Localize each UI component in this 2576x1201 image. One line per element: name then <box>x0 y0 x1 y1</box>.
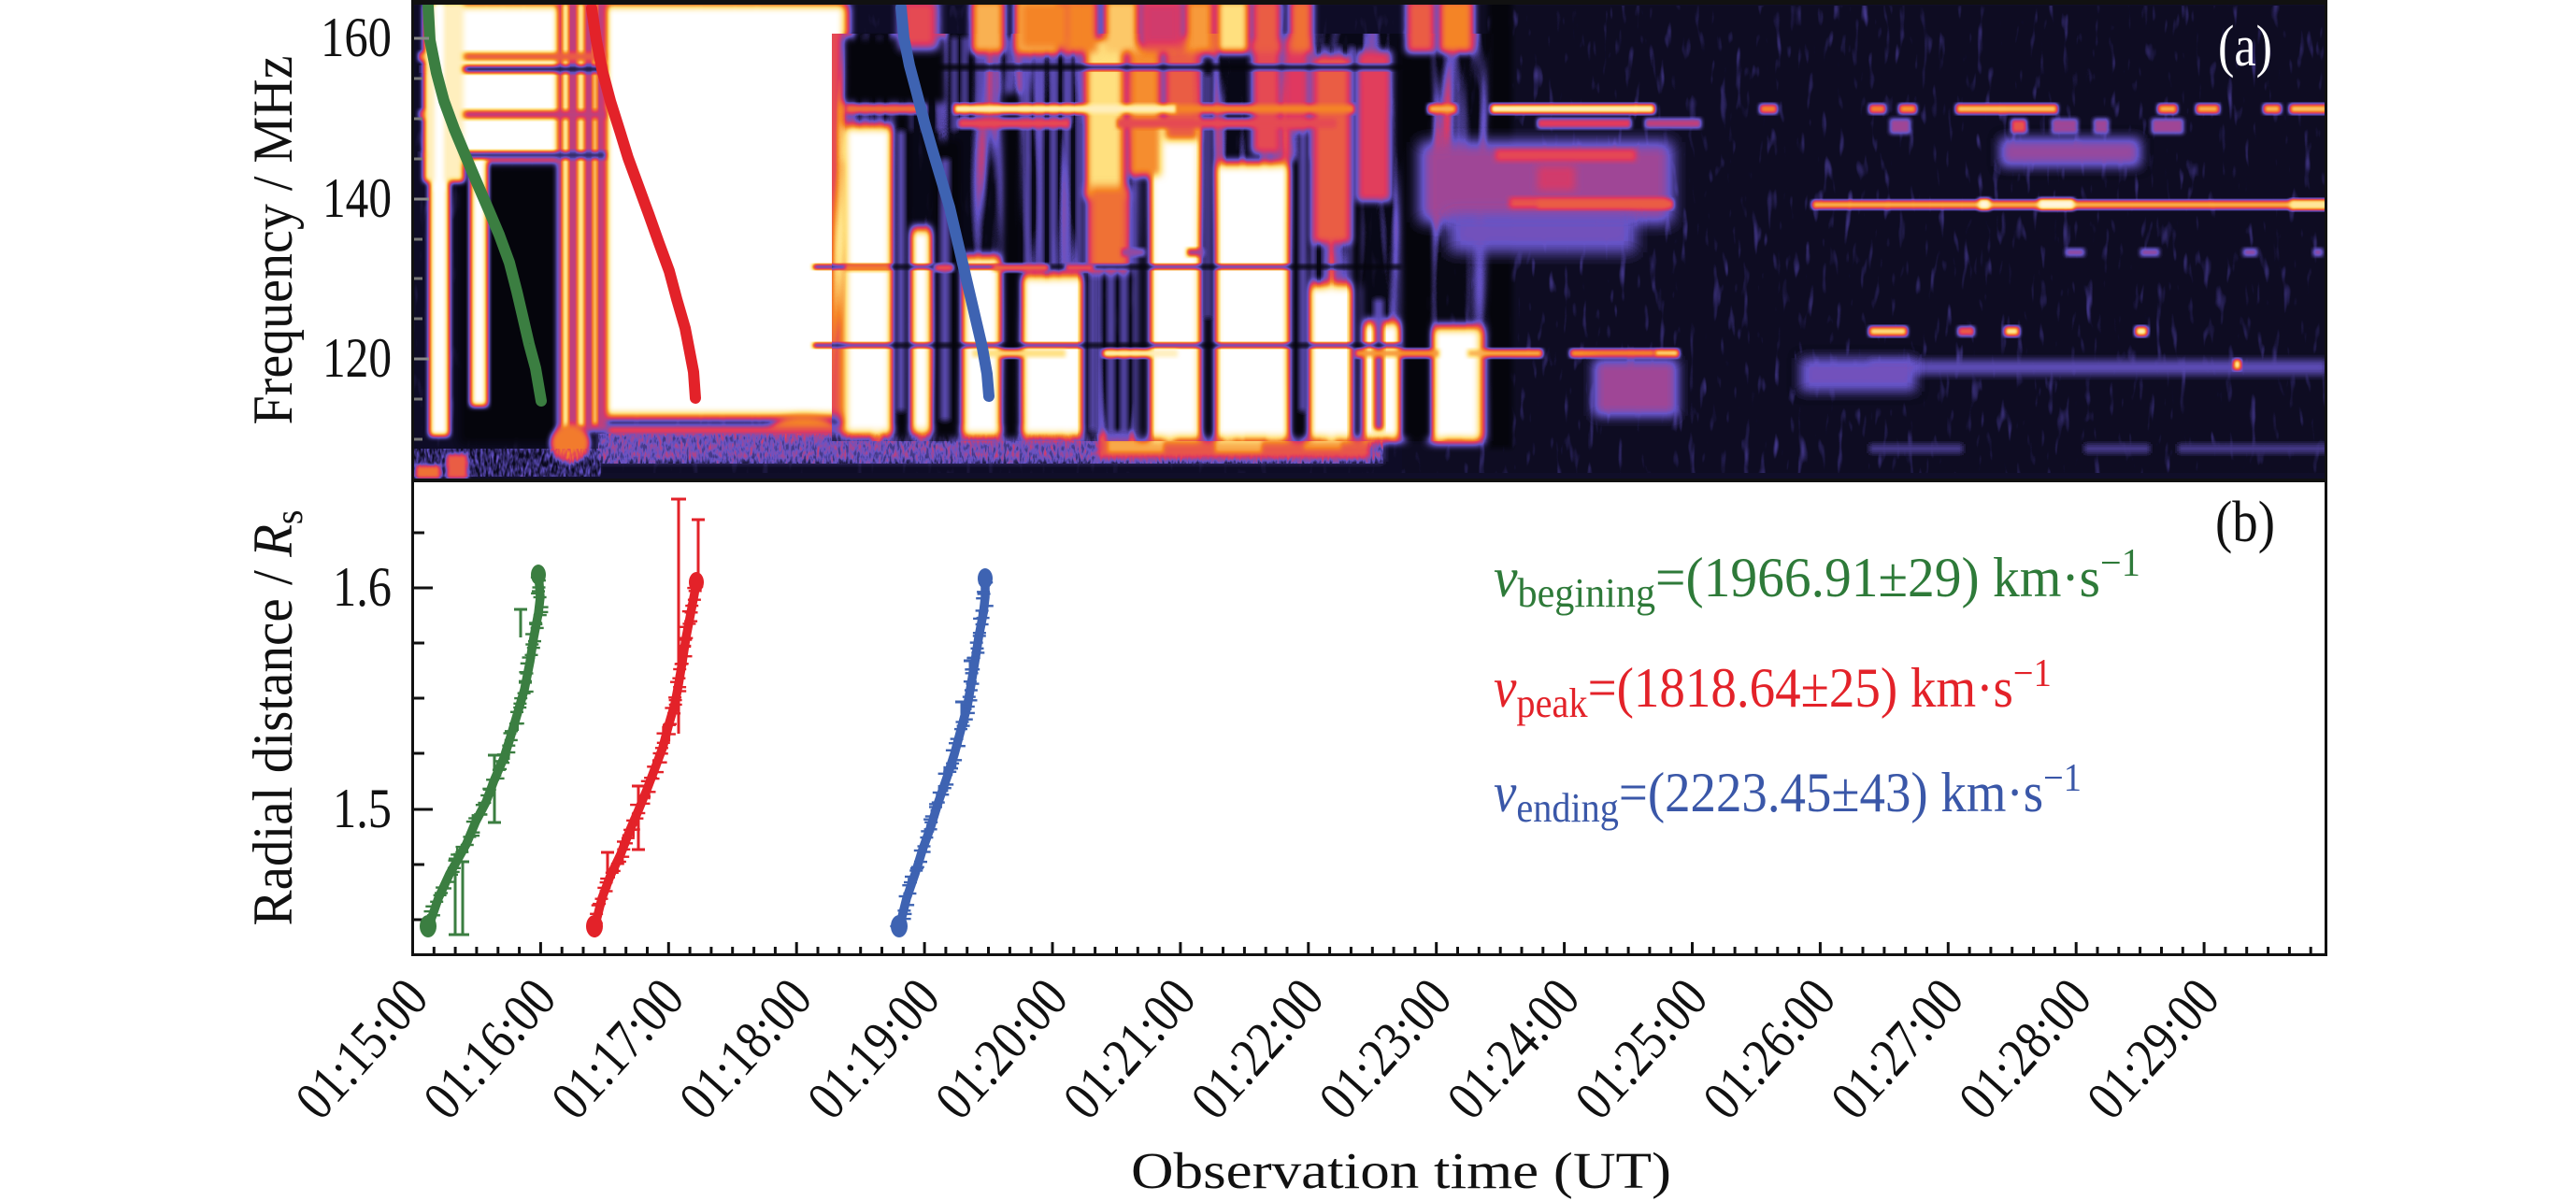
svg-text:120: 120 <box>322 326 392 389</box>
svg-text:Frequency / MHz: Frequency / MHz <box>241 56 304 425</box>
svg-text:1.6: 1.6 <box>333 556 392 618</box>
svg-text:1.5: 1.5 <box>333 778 392 839</box>
svg-text:Radial distance / Rs: Radial distance / Rs <box>242 510 311 926</box>
svg-text:Observation time (UT): Observation time (UT) <box>1131 1142 1671 1199</box>
svg-text:140: 140 <box>322 166 392 229</box>
svg-text:(a): (a) <box>2218 15 2272 79</box>
svg-text:vbegining=(1966.91±29) km·s−1: vbegining=(1966.91±29) km·s−1 <box>1494 540 2140 616</box>
svg-text:(b): (b) <box>2215 490 2275 554</box>
svg-text:vpeak=(1818.64±25) km·s−1: vpeak=(1818.64±25) km·s−1 <box>1494 651 2052 726</box>
svg-text:160: 160 <box>321 7 392 69</box>
svg-text:vending=(2223.45±43) km·s−1: vending=(2223.45±43) km·s−1 <box>1494 755 2082 831</box>
